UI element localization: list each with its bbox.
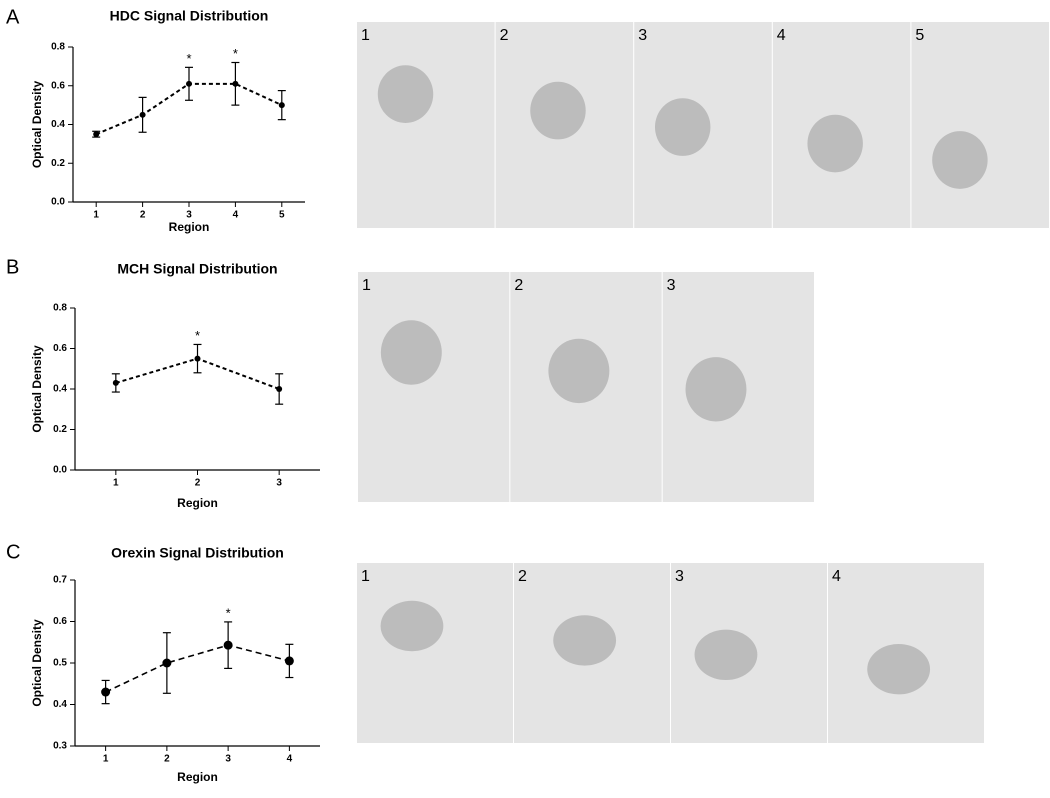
micrograph: [357, 563, 513, 743]
image-label: 2: [518, 568, 527, 585]
data-point: [284, 656, 294, 666]
micrograph: [357, 22, 495, 228]
micrograph-signal: [694, 629, 758, 680]
data-line: [105, 644, 290, 693]
image-label: 3: [675, 568, 684, 585]
micrograph: [358, 272, 510, 502]
data-point: [101, 687, 111, 697]
image-label: 4: [832, 568, 841, 585]
image-label: 1: [361, 27, 370, 44]
micrograph-signal: [685, 357, 747, 422]
y-tick-label: 0.2: [53, 424, 67, 435]
y-tick-label: 0.0: [53, 465, 67, 476]
x-tick-label: 4: [233, 210, 239, 221]
image-label: 4: [777, 27, 786, 44]
y-tick-label: 0.6: [53, 343, 67, 354]
x-tick-label: 1: [103, 754, 109, 765]
data-point: [139, 111, 146, 118]
micrograph-signal: [548, 338, 610, 404]
y-axis-label: Optical Density: [30, 80, 44, 168]
y-tick-label: 0.2: [51, 158, 65, 169]
micrograph-signal: [553, 615, 617, 666]
y-tick-label: 0.4: [51, 119, 65, 130]
x-tick-label: 3: [276, 478, 282, 489]
x-tick-label: 2: [140, 210, 146, 221]
y-axis-label: Optical Density: [30, 619, 44, 707]
data-point: [162, 658, 172, 668]
data-point: [93, 131, 100, 138]
x-axis-label: Region: [177, 770, 218, 784]
micrograph: [911, 22, 1049, 228]
significance-mark: *: [186, 51, 191, 66]
chart-title: MCH Signal Distribution: [117, 261, 277, 277]
data-point: [276, 386, 283, 392]
micrograph-signal: [932, 131, 988, 189]
micrograph-signal: [377, 65, 434, 123]
y-tick-label: 0.8: [51, 42, 65, 53]
x-tick-label: 1: [93, 210, 99, 221]
image-label: 1: [362, 277, 371, 294]
panel-label: B: [6, 256, 19, 278]
y-tick-label: 0.6: [53, 616, 67, 627]
significance-mark: *: [195, 328, 200, 343]
y-tick-label: 0.4: [53, 384, 67, 395]
panel-label: A: [6, 6, 20, 28]
data-point: [194, 355, 201, 362]
y-tick-label: 0.6: [51, 80, 65, 91]
x-tick-label: 4: [287, 754, 293, 765]
x-axis-label: Region: [169, 220, 210, 234]
y-tick-label: 0.3: [53, 741, 67, 752]
y-tick-label: 0.0: [51, 197, 65, 208]
data-point: [223, 640, 233, 650]
data-point: [278, 102, 285, 109]
chart-title: Orexin Signal Distribution: [111, 545, 284, 561]
x-tick-label: 1: [113, 478, 119, 489]
chart-title: HDC Signal Distribution: [110, 8, 269, 24]
significance-mark: *: [233, 46, 238, 61]
image-label: 2: [514, 277, 523, 294]
image-label: 5: [915, 27, 924, 44]
micrograph-signal: [807, 114, 863, 173]
significance-mark: *: [226, 605, 231, 620]
x-tick-label: 2: [195, 478, 201, 489]
x-axis-label: Region: [177, 496, 218, 510]
micrograph-signal: [380, 600, 444, 652]
micrograph-signal: [530, 81, 586, 140]
data-point: [186, 80, 192, 87]
panel-label: C: [6, 541, 20, 563]
micrograph-signal: [867, 644, 931, 695]
micrograph-signal: [654, 98, 711, 156]
image-label: 3: [667, 277, 676, 294]
y-tick-label: 0.8: [53, 303, 67, 314]
image-label: 1: [361, 568, 370, 585]
data-point: [232, 80, 239, 87]
x-tick-label: 3: [186, 210, 192, 221]
micrograph-signal: [380, 320, 442, 385]
image-label: 3: [638, 27, 647, 44]
x-tick-label: 3: [225, 754, 231, 765]
x-tick-label: 2: [164, 754, 170, 765]
x-tick-label: 5: [279, 210, 285, 221]
image-label: 2: [500, 27, 509, 44]
y-axis-label: Optical Density: [30, 345, 44, 433]
y-tick-label: 0.7: [53, 575, 67, 586]
data-point: [112, 379, 119, 386]
y-tick-label: 0.4: [53, 699, 67, 710]
y-tick-label: 0.5: [53, 658, 67, 669]
